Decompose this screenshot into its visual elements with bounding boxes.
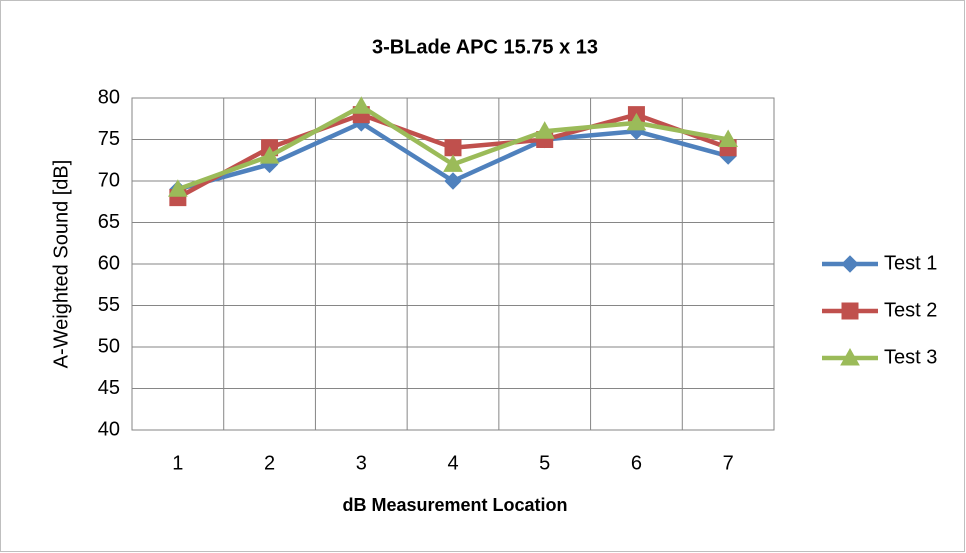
y-tick-label: 65	[98, 211, 120, 233]
x-tick-label: 5	[539, 452, 550, 474]
marker	[534, 121, 555, 139]
y-tick-label: 40	[98, 418, 120, 440]
x-tick-label: 2	[264, 452, 275, 474]
x-tick-label: 6	[631, 452, 642, 474]
marker	[626, 112, 647, 131]
y-tick-label: 70	[98, 169, 120, 191]
marker	[443, 154, 463, 172]
x-tick-label: 3	[356, 452, 367, 474]
x-axis-label: dB Measurement Location	[342, 495, 567, 515]
y-tick-label: 75	[98, 128, 120, 150]
legend-label: Test 2	[884, 299, 937, 321]
y-tick-label: 50	[98, 335, 120, 357]
legend-label: Test 3	[884, 346, 937, 368]
y-tick-label: 55	[98, 294, 120, 316]
x-tick-label: 7	[723, 452, 734, 474]
y-axis-label: A-Weighted Sound [dB]	[50, 160, 72, 369]
y-tick-label: 80	[98, 86, 120, 108]
y-tick-label: 45	[98, 377, 120, 399]
marker	[444, 139, 462, 157]
legend-label: Test 1	[884, 252, 937, 274]
x-tick-label: 4	[447, 452, 458, 474]
y-tick-label: 60	[98, 252, 120, 274]
legend-marker	[841, 255, 859, 273]
marker	[718, 129, 738, 147]
marker	[168, 179, 188, 197]
x-tick-label: 1	[172, 452, 183, 474]
marker	[259, 146, 280, 164]
marker	[444, 172, 462, 190]
chart-title: 3-BLade APC 15.75 x 13	[372, 36, 598, 58]
legend-marker	[840, 347, 860, 366]
legend-marker	[841, 302, 859, 320]
marker	[351, 96, 372, 114]
